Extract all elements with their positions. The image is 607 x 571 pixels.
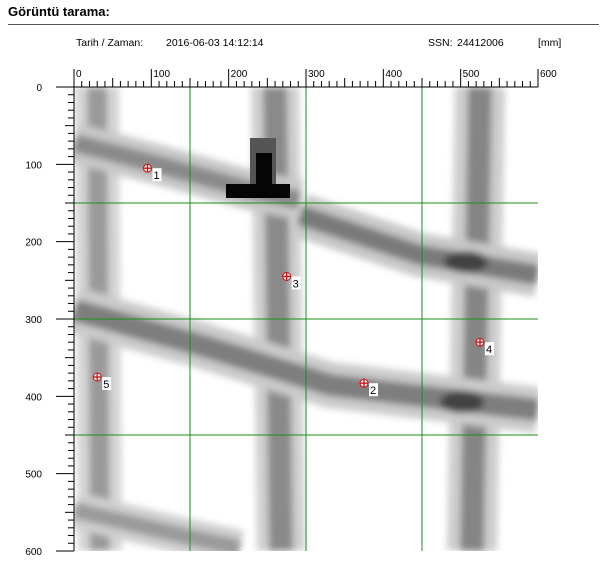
rebar-diag-4 [74,502,242,551]
marker-5: 5 [92,372,112,391]
page-title: Görüntü tarama: [8,4,110,19]
title-rule [8,24,599,25]
x-tick-label: 400 [385,69,402,80]
date-value: 2016-06-03 14:12:14 [166,37,264,49]
marker-4: 4 [475,337,494,356]
x-tick-label: 100 [153,69,170,80]
dark-feature-core [256,153,272,186]
marker-3: 3 [282,271,301,290]
dark-spot-a [444,251,488,273]
dark-feature-base [226,184,290,198]
y-tick-label: 500 [25,470,42,481]
y-tick-label: 200 [25,238,42,249]
y-tick-label: 400 [25,392,42,403]
marker-label: 4 [486,344,492,356]
marker-label: 3 [293,278,299,290]
marker-label: 1 [153,170,159,182]
rebar-diag-3 [74,299,538,421]
x-tick-label: 300 [308,69,325,80]
marker-label-bg [291,276,301,290]
unit-label: [mm] [538,37,562,49]
axes-layer: 0 100 200 300 400 500 600 0 100 200 300 400 500 600 [25,69,557,558]
y-tick-label: 0 [36,83,42,94]
marker-2: 2 [359,378,378,397]
y-tick-label: 300 [25,315,42,326]
marker-layer: 1 2 3 4 5 [92,163,494,397]
y-tick-label: 100 [25,160,42,171]
ssn-label: SSN: [428,37,453,49]
rebar-diag-2 [296,205,538,285]
x-tick-label: 0 [76,69,82,80]
grid-layer [66,87,538,551]
date-label: Tarih / Zaman: [76,37,144,49]
ssn-value: 24412006 [457,37,504,49]
marker-label-bg [102,377,112,390]
dark-spot-b [440,391,484,413]
x-tick-label: 500 [463,69,480,80]
y-tick-label: 600 [25,547,42,558]
marker-label: 2 [370,385,376,397]
marker-label-bg [152,168,162,182]
marker-1: 1 [142,163,162,182]
marker-label: 5 [103,379,109,391]
marker-label-bg [369,383,378,397]
x-tick-label: 200 [231,69,248,80]
marker-label-bg [485,342,494,356]
x-tick-label: 600 [540,69,557,80]
